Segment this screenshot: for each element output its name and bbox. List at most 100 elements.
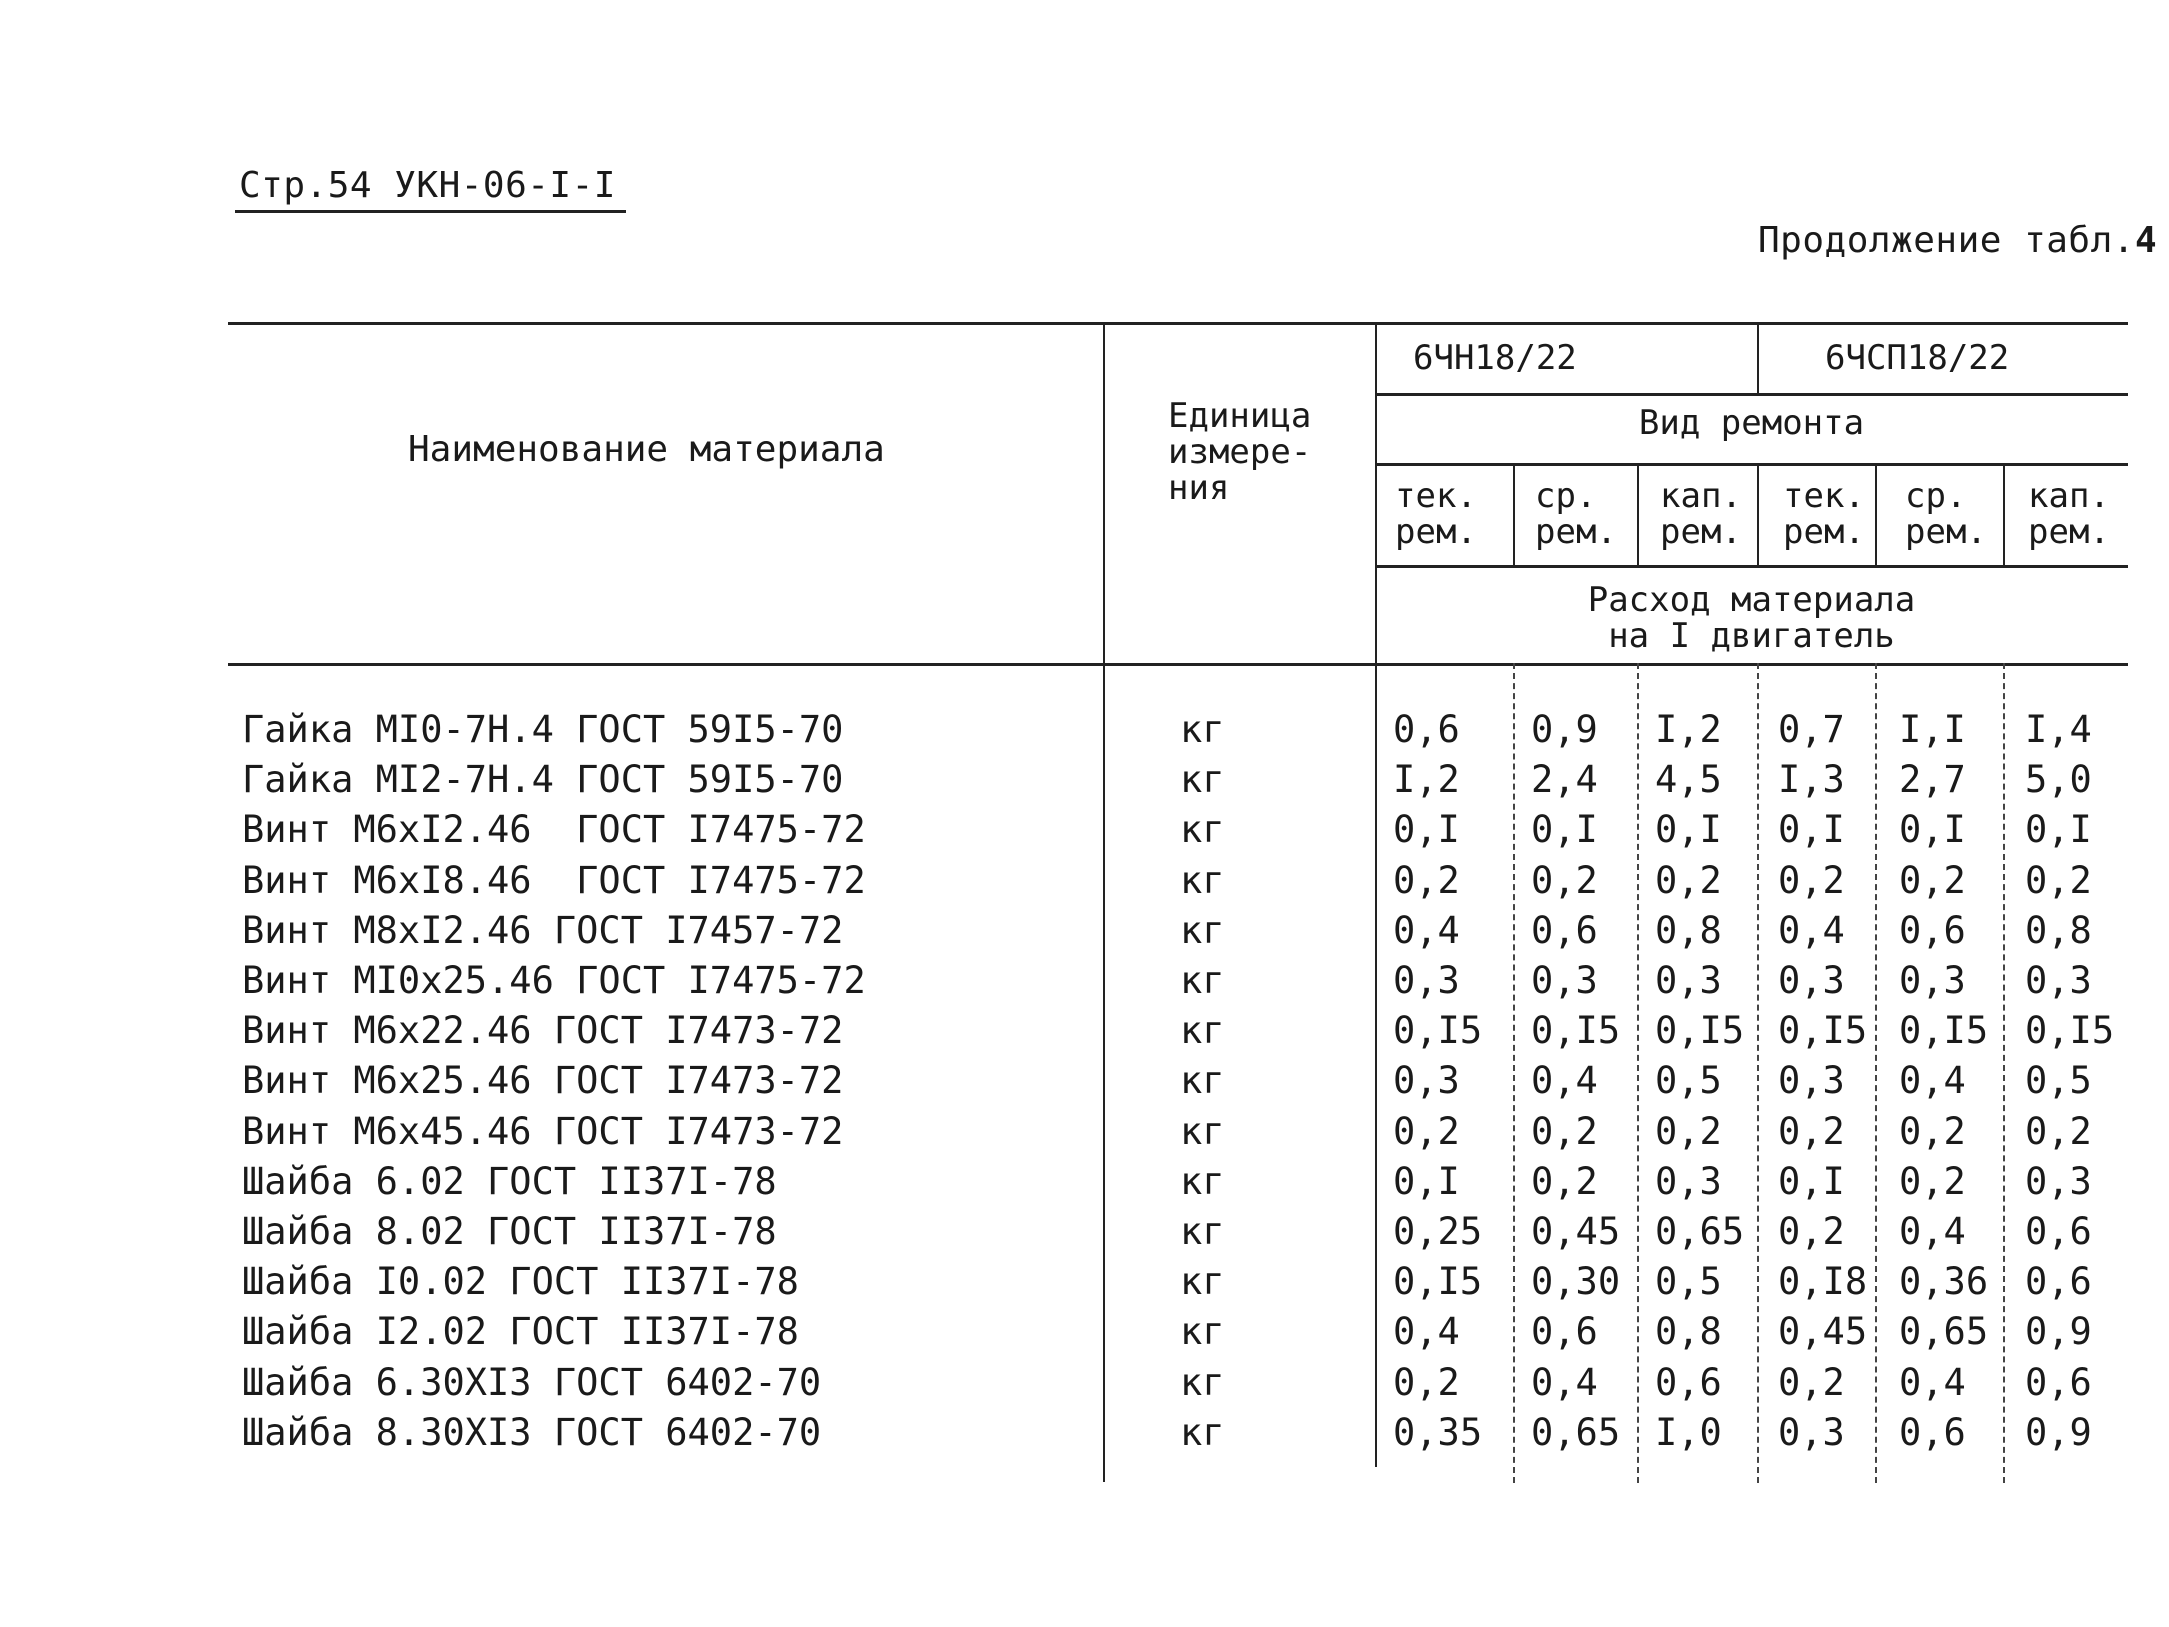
consumption-value: 0,4 [1531, 1059, 1598, 1102]
consumption-value: 0,I5 [1778, 1009, 1868, 1052]
material-name: Шайба 8.02 ГОСТ II37I-78 [242, 1210, 777, 1253]
continuation-text: Продолжение табл. [1758, 220, 2135, 261]
consumption-value: 0,2 [1778, 1110, 1845, 1153]
consumption-value: 0,2 [1899, 1110, 1966, 1153]
engine-divider [1757, 322, 1759, 393]
consumption-value: 0,3 [1899, 959, 1966, 1002]
consumption-value: 0,45 [1778, 1310, 1868, 1353]
unit-value: кг [1180, 758, 1225, 801]
repair-kind-3: кап. рем. [1660, 478, 1742, 550]
consumption-value: 0,2 [2025, 859, 2092, 902]
unit-value: кг [1180, 1260, 1225, 1303]
engine-a-header: 6ЧН18/22 [1413, 338, 1577, 378]
col-unit-header: Единица измере- ния [1168, 398, 1311, 506]
consumption-value: 0,2 [1778, 1210, 1845, 1253]
repair-kind-4: тек. рем. [1783, 478, 1865, 550]
consumption-value: 0,2 [1778, 859, 1845, 902]
repair-type-rule [1375, 463, 2128, 466]
consumption-value: 0,36 [1899, 1260, 1989, 1303]
consumption-header-line: на I двигатель [1608, 616, 1895, 656]
consumption-value: 0,65 [1655, 1210, 1745, 1253]
consumption-value: 0,6 [1393, 708, 1460, 751]
repair-kind-line: тек. [1395, 476, 1477, 516]
continuation-label: Продолжение табл.4 [1758, 220, 2157, 261]
consumption-value: 0,I5 [1393, 1260, 1483, 1303]
engine-row-rule [1375, 393, 2128, 396]
unit-value: кг [1180, 808, 1225, 851]
col-unit-header-line: ния [1168, 468, 1230, 508]
consumption-value: 0,2 [1899, 859, 1966, 902]
repair-kind-line: рем. [1395, 512, 1477, 552]
consumption-value: 0,6 [2025, 1210, 2092, 1253]
repair-kind-6: кап. рем. [2028, 478, 2110, 550]
repair-kind-line: ср. [1905, 476, 1967, 516]
unit-value: кг [1180, 1009, 1225, 1052]
consumption-value: 0,6 [1899, 909, 1966, 952]
consumption-value: 0,I [1778, 1160, 1845, 1203]
consumption-value: 0,2 [1531, 1110, 1598, 1153]
consumption-value: 0,2 [1778, 1361, 1845, 1404]
consumption-value: 0,2 [1531, 1160, 1598, 1203]
consumption-value: 0,2 [2025, 1110, 2092, 1153]
material-name: Шайба I0.02 ГОСТ II37I-78 [242, 1260, 799, 1303]
unit-value: кг [1180, 959, 1225, 1002]
unit-value: кг [1180, 1160, 1225, 1203]
material-name: Гайка МI0-7Н.4 ГОСТ 59I5-70 [242, 708, 844, 751]
consumption-value: 0,I [1393, 808, 1460, 851]
consumption-value: 2,4 [1531, 758, 1598, 801]
consumption-value: 0,3 [1655, 1160, 1722, 1203]
repair-divider-5 [2003, 463, 2005, 565]
consumption-value: 0,4 [1899, 1361, 1966, 1404]
material-name: Шайба 8.30ХI3 ГОСТ 6402-70 [242, 1411, 822, 1454]
consumption-value: 0,6 [1531, 909, 1598, 952]
consumption-value: I,4 [2025, 708, 2092, 751]
value-divider-5 [2003, 663, 2005, 1483]
consumption-value: 0,4 [1531, 1361, 1598, 1404]
consumption-value: 0,5 [1655, 1260, 1722, 1303]
consumption-value: 0,2 [1655, 1110, 1722, 1153]
material-name: Винт МI0х25.46 ГОСТ I7475-72 [242, 959, 866, 1002]
repair-kind-rule [1375, 565, 2128, 568]
unit-value: кг [1180, 1361, 1225, 1404]
consumption-value: 0,I [2025, 808, 2092, 851]
consumption-value: 0,6 [2025, 1260, 2092, 1303]
unit-value: кг [1180, 1059, 1225, 1102]
consumption-value: 0,3 [2025, 1160, 2092, 1203]
table-top-rule [228, 322, 2128, 325]
consumption-value: 0,45 [1531, 1210, 1621, 1253]
consumption-value: 5,0 [2025, 758, 2092, 801]
consumption-value: 0,3 [1778, 959, 1845, 1002]
consumption-value: I,2 [1655, 708, 1722, 751]
unit-value: кг [1180, 1310, 1225, 1353]
value-divider-4 [1875, 663, 1877, 1483]
unit-value: кг [1180, 1210, 1225, 1253]
consumption-value: I,3 [1778, 758, 1845, 801]
consumption-header: Расход материала на I двигатель [1375, 582, 2128, 654]
continuation-table-number: 4 [2134, 220, 2158, 261]
consumption-value: 0,4 [1899, 1210, 1966, 1253]
consumption-value: 0,4 [1393, 909, 1460, 952]
consumption-value: 0,8 [2025, 909, 2092, 952]
consumption-value: 0,3 [1393, 959, 1460, 1002]
unit-value: кг [1180, 708, 1225, 751]
repair-kind-line: рем. [1905, 512, 1987, 552]
col-unit-header-line: Единица [1168, 396, 1312, 436]
consumption-value: 0,6 [1899, 1411, 1966, 1454]
repair-kind-line: кап. [1660, 476, 1742, 516]
unit-value: кг [1180, 1110, 1225, 1153]
consumption-value: 0,I [1655, 808, 1722, 851]
repair-type-header: Вид ремонта [1638, 403, 1865, 443]
consumption-value: 0,4 [1899, 1059, 1966, 1102]
consumption-value: 0,I5 [1531, 1009, 1621, 1052]
consumption-value: 0,I5 [1899, 1009, 1989, 1052]
consumption-value: 0,6 [2025, 1361, 2092, 1404]
consumption-value: 0,I5 [1393, 1009, 1483, 1052]
consumption-value: 4,5 [1655, 758, 1722, 801]
repair-divider-1 [1513, 463, 1515, 565]
repair-kind-2: ср. рем. [1535, 478, 1617, 550]
consumption-value: 0,2 [1393, 1361, 1460, 1404]
consumption-value: 0,3 [1393, 1059, 1460, 1102]
consumption-value: 0,6 [1531, 1310, 1598, 1353]
col-unit-header-line: измере- [1168, 432, 1312, 472]
consumption-value: 0,I5 [2025, 1009, 2115, 1052]
